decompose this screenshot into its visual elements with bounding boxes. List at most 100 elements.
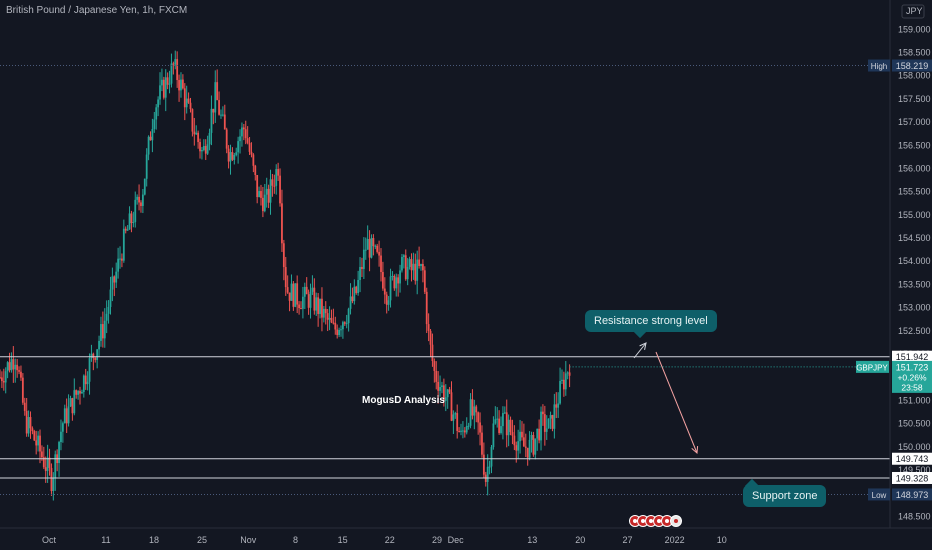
candle-body [328, 317, 331, 320]
candle-body [330, 317, 333, 323]
candle-body [6, 362, 9, 372]
support-callout[interactable]: Support zone [743, 485, 827, 507]
candle-body [361, 267, 363, 269]
candle-body [141, 194, 144, 206]
candle-body [522, 437, 525, 447]
candle-body [172, 63, 175, 65]
candle-body [528, 439, 531, 458]
candle-body [412, 263, 415, 271]
resistance-callout[interactable]: Resistance strong level [585, 310, 717, 332]
candle-body [242, 127, 245, 130]
price-tick-label: 159.000 [898, 24, 931, 34]
candle-body [555, 404, 558, 408]
candle-body [29, 417, 32, 429]
candle-body [136, 196, 139, 200]
up-arrow[interactable] [633, 342, 647, 359]
candle-body [382, 272, 384, 289]
candle-body [149, 136, 152, 141]
candle-body [145, 154, 148, 179]
level-price-tag [892, 350, 932, 363]
low-tag-label: Low [872, 491, 887, 500]
candle-body [465, 425, 468, 433]
candle-body [260, 191, 262, 198]
candle-body [178, 80, 180, 91]
candle-body [359, 267, 361, 280]
countdown-text: 23:58 [901, 382, 923, 392]
candle-body [191, 109, 194, 132]
candle-body [216, 82, 219, 101]
candle-body [321, 298, 323, 318]
candle-body [71, 398, 74, 414]
candle-body [67, 406, 70, 424]
candle-body [475, 406, 478, 413]
candle-body [342, 322, 344, 330]
candle-body [27, 417, 30, 434]
candle-body [288, 292, 291, 301]
candle-body [79, 390, 81, 394]
candle-body [90, 353, 93, 359]
candle-body [315, 297, 318, 311]
analysis-watermark: MogusD Analysis [362, 395, 445, 406]
candle-body [340, 329, 342, 331]
candle-body [559, 380, 561, 404]
candle-body [427, 324, 430, 331]
candle-body [201, 149, 203, 152]
candle-body [267, 188, 270, 203]
candle-body [543, 414, 546, 432]
candle-body [414, 263, 417, 281]
candle-body [471, 399, 474, 416]
candle-body [208, 132, 211, 145]
down-arrow[interactable] [655, 351, 698, 454]
candle-body [33, 431, 36, 441]
candle-body [263, 194, 266, 212]
low-price-tag [892, 488, 932, 501]
candle-body [277, 169, 280, 176]
economic-event-flag-icon [674, 519, 678, 523]
candle-body [420, 264, 422, 267]
time-tick-label: Oct [42, 535, 57, 545]
candle-body [349, 296, 352, 309]
candle-body [8, 362, 11, 371]
candle-body [303, 286, 306, 297]
candle-body [193, 131, 196, 135]
candle-body [218, 100, 220, 115]
candle-body [220, 114, 222, 116]
candle-body [553, 404, 556, 429]
candle-body [206, 144, 209, 154]
current-price-tag [892, 360, 932, 393]
candle-body [488, 466, 491, 468]
time-tick-label: 22 [385, 535, 395, 545]
economic-event-flag-icon [641, 519, 645, 523]
candle-body [147, 136, 150, 155]
currency-box[interactable] [901, 4, 925, 19]
candle-body [389, 276, 392, 301]
candle-body [18, 370, 20, 372]
candle-body [12, 359, 15, 370]
candle-body [254, 165, 257, 175]
candle-body [225, 129, 228, 149]
candle-body [383, 288, 386, 295]
candle-body [442, 385, 445, 401]
low-price-text: 148.973 [896, 490, 929, 500]
candle-body [180, 79, 182, 91]
candle-body [126, 229, 129, 231]
candle-body [122, 228, 125, 261]
candle-body [343, 322, 346, 324]
price-tick-label: 153.500 [898, 279, 931, 289]
candle-body [231, 152, 234, 160]
candle-body [410, 259, 413, 271]
candle-body [503, 412, 506, 414]
candle-body [143, 178, 146, 195]
candle-body [256, 174, 259, 197]
currency-label: JPY [906, 6, 923, 16]
price-tick-label: 156.000 [898, 163, 931, 173]
candle-body [124, 228, 127, 231]
high-price-tag [892, 59, 932, 72]
candle-body [477, 412, 480, 423]
candle-body [279, 175, 281, 204]
candle-body [82, 375, 85, 392]
candle-body [166, 77, 169, 85]
candle-body [261, 197, 264, 212]
candle-body [517, 441, 520, 451]
